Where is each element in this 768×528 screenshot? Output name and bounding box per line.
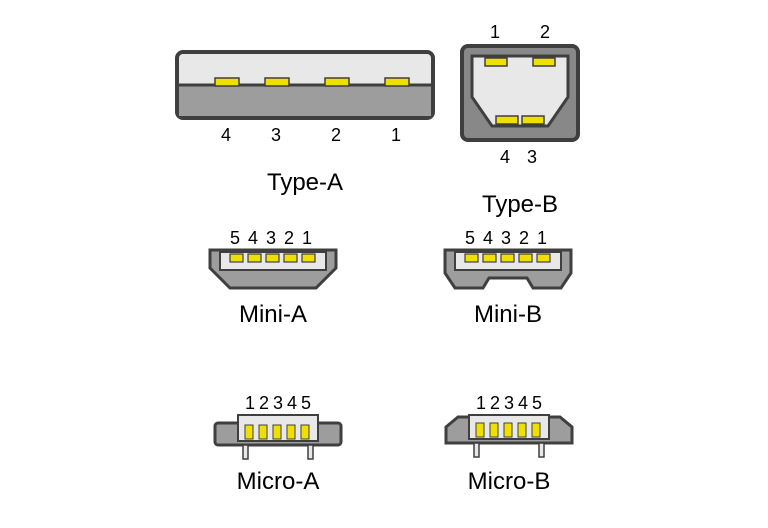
micro-a-connector: 1 2 3 4 5 Micro-A: [213, 393, 343, 496]
type-b-svg: [460, 44, 580, 142]
type-a-svg: [175, 50, 435, 120]
mini-a-pin-5-label: 5: [230, 228, 240, 249]
type-a-pin-3-label: 3: [271, 125, 281, 146]
micro-b-connector: 1 2 3 4 5 Micro-B: [444, 393, 574, 496]
mini-a-connector: 5 4 3 2 1 Mini-A: [208, 228, 338, 329]
mini-a-title: Mini-A: [208, 301, 338, 329]
type-b-pin-2-label: 2: [540, 22, 550, 43]
micro-a-title: Micro-A: [213, 468, 343, 496]
mini-a-svg: [208, 248, 338, 290]
type-a-pin-2-label: 2: [331, 125, 341, 146]
micro-a-pin-4-label: 4: [287, 393, 297, 414]
type-b-pin-1-label: 1: [490, 22, 500, 43]
type-b-pin-3-label: 3: [527, 147, 537, 168]
type-a-pin-1-label: 1: [391, 125, 401, 146]
mini-a-pin-2-label: 2: [284, 228, 294, 249]
micro-b-pin-2-label: 2: [490, 393, 500, 414]
mini-b-pin-3-label: 3: [501, 228, 511, 249]
type-b-pin-4-label: 4: [500, 147, 510, 168]
type-a-pin-4-label: 4: [221, 125, 231, 146]
micro-a-pin-2-label: 2: [259, 393, 269, 414]
type-a-connector: 4 3 2 1 Type-A: [175, 50, 435, 197]
micro-b-pin-5-label: 5: [532, 393, 542, 414]
type-a-title: Type-A: [175, 169, 435, 197]
micro-b-pin-3-label: 3: [504, 393, 514, 414]
micro-b-title: Micro-B: [444, 468, 574, 496]
mini-b-connector: 5 4 3 2 1 Mini-B: [443, 228, 573, 329]
micro-a-pin-3-label: 3: [273, 393, 283, 414]
mini-b-pin-5-label: 5: [465, 228, 475, 249]
micro-b-pin-4-label: 4: [518, 393, 528, 414]
mini-a-pin-1-label: 1: [302, 228, 312, 249]
type-b-title: Type-B: [460, 191, 580, 219]
mini-a-pin-4-label: 4: [248, 228, 258, 249]
mini-b-pin-4-label: 4: [483, 228, 493, 249]
type-b-connector: 1 2 4 3 Type-B: [460, 22, 580, 219]
micro-b-svg: [444, 413, 574, 461]
micro-a-pin-1-label: 1: [245, 393, 255, 414]
micro-b-pin-1-label: 1: [476, 393, 486, 414]
micro-a-svg: [213, 413, 343, 461]
mini-b-pin-1-label: 1: [537, 228, 547, 249]
mini-a-pin-3-label: 3: [266, 228, 276, 249]
mini-b-title: Mini-B: [443, 301, 573, 329]
mini-b-pin-2-label: 2: [519, 228, 529, 249]
micro-a-pin-5-label: 5: [301, 393, 311, 414]
mini-b-svg: [443, 248, 573, 290]
